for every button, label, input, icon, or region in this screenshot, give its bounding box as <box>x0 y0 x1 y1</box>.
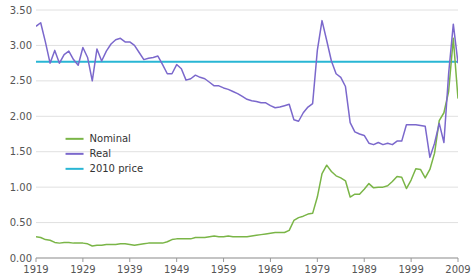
legend: Nominal Real 2010 price <box>66 133 144 174</box>
x-tick <box>411 258 412 262</box>
grid-line <box>36 222 458 223</box>
x-tick <box>364 258 365 262</box>
y-tick-label: 1.50 <box>10 146 32 157</box>
x-tick-label: 1939 <box>117 264 142 275</box>
legend-label: 2010 price <box>90 163 144 174</box>
y-tick-label: 2.50 <box>10 75 32 86</box>
y-tick-label: 3.50 <box>10 5 32 16</box>
series-line <box>36 21 458 158</box>
grid-line <box>36 80 458 81</box>
chart: 0.00 0.50 1.00 1.50 2.00 2.50 3.00 3.50 1919 1929… <box>0 0 474 280</box>
grid <box>36 10 458 258</box>
x-tick-label: 1929 <box>70 264 95 275</box>
grid-line <box>36 116 458 117</box>
x-tick-label: 1949 <box>164 264 189 275</box>
reference-line <box>36 61 458 63</box>
y-tick-label: 0.50 <box>10 217 32 228</box>
y-tick-label: 0.00 <box>10 253 32 264</box>
x-tick-label: 1969 <box>258 264 283 275</box>
x-tick-label: 1989 <box>351 264 376 275</box>
x-tick-label: 2009 <box>445 264 470 275</box>
x-tick <box>82 258 83 262</box>
y-tick-label: 2.00 <box>10 111 32 122</box>
x-tick <box>270 258 271 262</box>
grid-line <box>36 258 458 259</box>
x-tick <box>317 258 318 262</box>
legend-swatch <box>66 153 84 155</box>
grid-line <box>36 187 458 188</box>
x-tick-label: 1919 <box>23 264 48 275</box>
legend-label: Nominal <box>90 133 131 144</box>
x-tick-label: 1999 <box>398 264 423 275</box>
legend-swatch <box>66 138 84 140</box>
x-tick <box>458 258 459 262</box>
x-tick <box>36 258 37 262</box>
x-tick <box>176 258 177 262</box>
legend-swatch <box>66 168 84 170</box>
y-tick-label: 1.00 <box>10 182 32 193</box>
grid-line <box>36 45 458 46</box>
x-tick-label: 1979 <box>305 264 330 275</box>
legend-label: Real <box>90 148 112 159</box>
x-axis-line <box>36 258 458 259</box>
x-tick <box>223 258 224 262</box>
grid-line <box>36 10 458 11</box>
x-tick-label: 1959 <box>211 264 236 275</box>
x-tick <box>129 258 130 262</box>
x-axis: 1919 1929 1939 1949 1959 1969 1979 1989 1999 2009 <box>23 258 470 275</box>
plot-area <box>36 21 458 246</box>
y-tick-label: 3.00 <box>10 40 32 51</box>
